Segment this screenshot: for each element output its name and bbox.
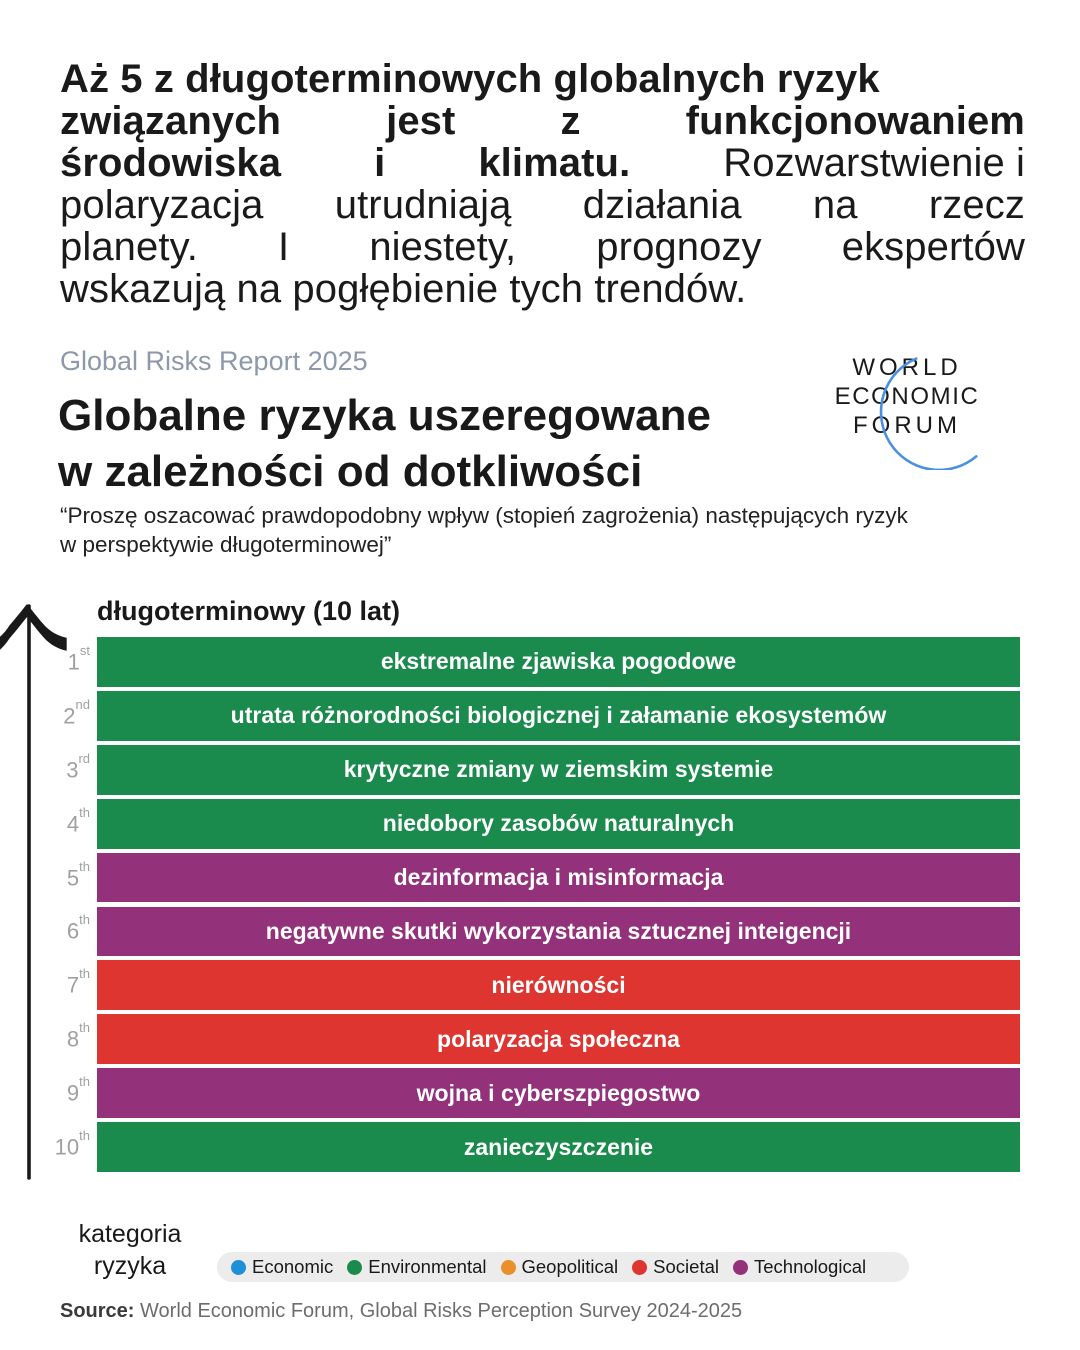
svg-text:ECONOMIC: ECONOMIC — [835, 383, 980, 410]
svg-text:WORLD: WORLD — [852, 354, 961, 381]
svg-text:FORUM: FORUM — [853, 412, 961, 439]
